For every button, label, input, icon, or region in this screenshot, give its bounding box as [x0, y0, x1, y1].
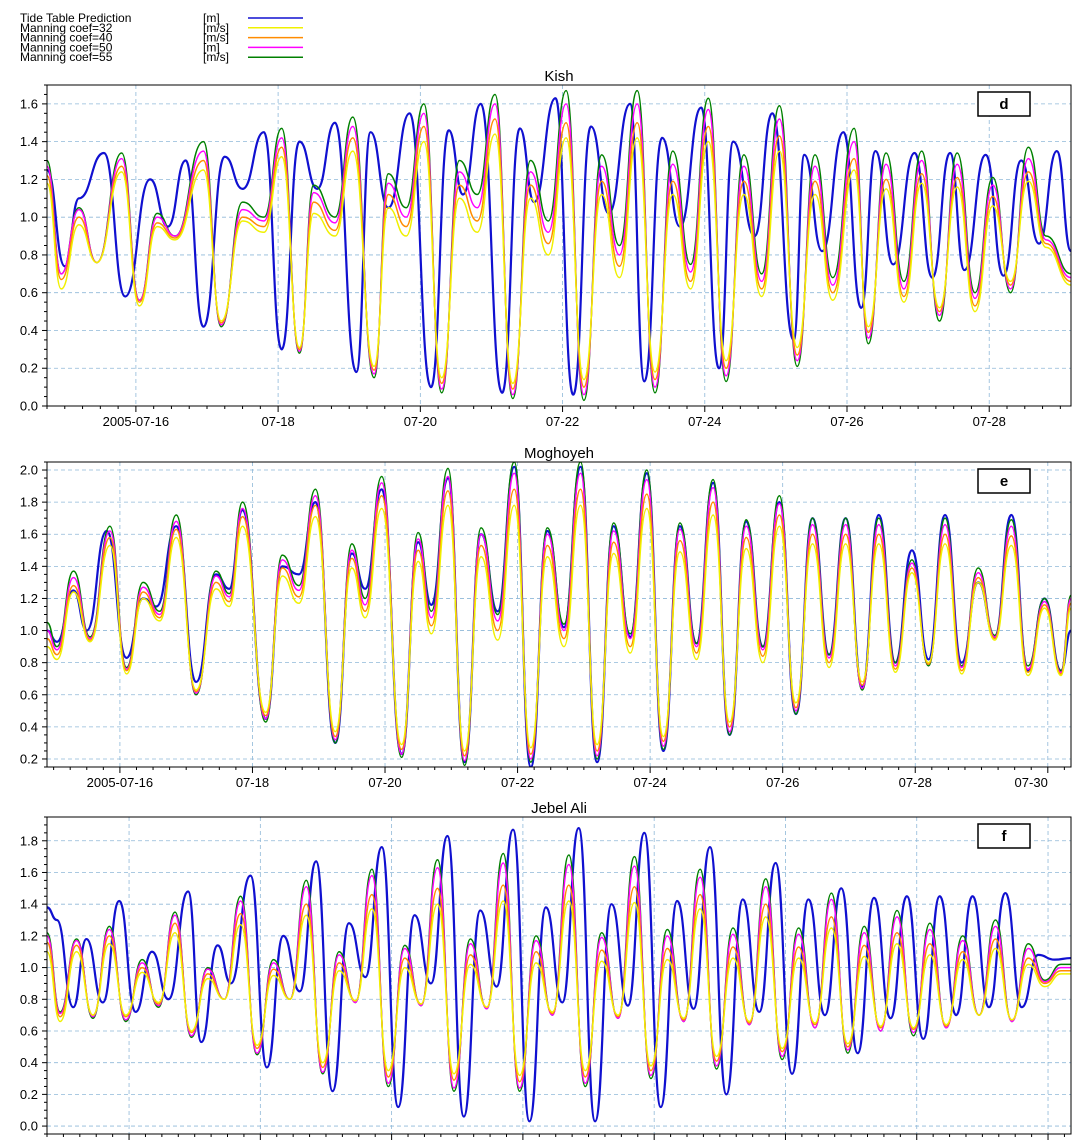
y-tick-label: 1.0 — [20, 623, 38, 638]
y-tick-label: 0.2 — [20, 751, 38, 766]
x-tick-label: 07-22 — [546, 414, 579, 429]
y-tick-label: 1.8 — [20, 495, 38, 510]
chart-title: Moghoyeh — [524, 445, 594, 462]
x-tick-label: 07-24 — [688, 414, 721, 429]
x-tick-label: 07-24 — [634, 775, 667, 790]
y-tick-label: 0.4 — [20, 323, 38, 338]
x-tick-label: 07-20 — [368, 775, 401, 790]
legend: Tide Table Prediction [m] Manning coef=32 [… — [20, 11, 303, 64]
y-tick-label: 2.0 — [20, 463, 38, 478]
panel-label-text: f — [1002, 828, 1008, 845]
y-tick-label: 1.0 — [20, 960, 38, 975]
y-tick-label: 0.2 — [20, 361, 38, 376]
y-tick-label: 0.6 — [20, 1023, 38, 1038]
series-line — [47, 103, 1071, 396]
x-tick-label: 2005-07-16 — [87, 775, 154, 790]
x-tick-label: 07-20 — [404, 414, 437, 429]
x-tick-label: 07-18 — [236, 775, 269, 790]
x-tick-label: 07-22 — [506, 1142, 539, 1145]
x-tick-label: 2005-07-16 — [96, 1142, 163, 1145]
legend-unit: [m] — [203, 11, 220, 25]
y-tick-label: 1.8 — [20, 833, 38, 848]
x-tick-label: 07-18 — [261, 414, 294, 429]
y-tick-label: 1.4 — [20, 559, 38, 574]
x-tick-label: 07-28 — [899, 775, 932, 790]
x-tick-label: 07-22 — [501, 775, 534, 790]
legend-unit: [m/s] — [203, 31, 229, 45]
chart-panel-2: 0.2 0.4 0.6 0.8 1.0 1.2 1.4 1.6 1.8 2.0 2005-07-16… — [20, 445, 1072, 790]
legend-item: Manning coef=32 [m/s] — [20, 21, 303, 35]
chart-panel-1: 0.0 0.2 0.4 0.6 0.8 1.0 1.2 1.4 1.6 2005-07-16 07-… — [20, 68, 1072, 429]
legend-label: Manning coef=32 — [20, 21, 113, 35]
y-tick-label: 1.2 — [20, 172, 38, 187]
legend-item: Manning coef=40 [m/s] — [20, 31, 303, 45]
chart-title: Kish — [544, 68, 573, 85]
y-tick-label: 1.2 — [20, 591, 38, 606]
y-tick-label: 1.6 — [20, 865, 38, 880]
x-tick-label: 07-30 — [1015, 1142, 1048, 1145]
y-tick-label: 0.6 — [20, 687, 38, 702]
legend-label: Manning coef=50 — [20, 40, 113, 54]
series-line — [47, 504, 1071, 752]
legend-item: Manning coef=50 [m] — [20, 40, 303, 54]
x-tick-label: 2005-07-16 — [103, 414, 170, 429]
x-tick-label: 07-30 — [1015, 775, 1048, 790]
legend-label: Manning coef=55 — [20, 50, 113, 64]
y-tick-label: 0.0 — [20, 1119, 38, 1134]
panel-label-box — [977, 823, 1031, 849]
y-tick-label: 1.0 — [20, 210, 38, 225]
x-tick-label: 07-26 — [769, 1142, 802, 1145]
y-tick-label: 0.4 — [20, 719, 38, 734]
x-tick-label: 07-28 — [900, 1142, 933, 1145]
x-tick-label: 07-24 — [638, 1142, 671, 1145]
y-tick-label: 0.6 — [20, 285, 38, 300]
legend-unit: [m/s] — [203, 50, 229, 64]
y-tick-label: 0.8 — [20, 655, 38, 670]
legend-unit: [m] — [203, 40, 220, 54]
panel-label-box — [977, 468, 1031, 494]
series-line — [47, 133, 1071, 385]
panel-label: f — [977, 823, 1031, 849]
series-line — [47, 118, 1071, 390]
panel-label-box — [977, 91, 1031, 117]
y-tick-label: 1.6 — [20, 96, 38, 111]
y-tick-label: 0.4 — [20, 1055, 38, 1070]
y-tick-label: 0.0 — [20, 399, 38, 414]
x-tick-label: 07-28 — [973, 414, 1006, 429]
legend-label: Manning coef=40 — [20, 31, 113, 45]
x-tick-label: 07-20 — [375, 1142, 408, 1145]
legend-unit: [m/s] — [203, 21, 229, 35]
y-tick-label: 1.6 — [20, 527, 38, 542]
y-tick-label: 1.4 — [20, 897, 38, 912]
legend-item: Tide Table Prediction [m] — [20, 11, 303, 25]
y-tick-label: 0.2 — [20, 1087, 38, 1102]
legend-label: Tide Table Prediction — [20, 11, 131, 25]
y-tick-label: 1.2 — [20, 928, 38, 943]
x-tick-label: 07-26 — [830, 414, 863, 429]
chart-title: Jebel Ali — [531, 800, 587, 817]
y-tick-label: 0.8 — [20, 247, 38, 262]
legend-item: Manning coef=55 [m/s] — [20, 50, 303, 64]
panel-label: d — [977, 91, 1031, 117]
x-tick-label: 07-26 — [766, 775, 799, 790]
y-tick-label: 0.8 — [20, 992, 38, 1007]
chart-panel-3: 0.0 0.2 0.4 0.6 0.8 1.0 1.2 1.4 1.6 1.8 2005-07-16… — [20, 800, 1072, 1145]
panel-label-text: d — [999, 96, 1008, 113]
y-tick-label: 1.4 — [20, 134, 38, 149]
panel-label-text: e — [1000, 473, 1008, 490]
panel-label: e — [977, 468, 1031, 494]
x-tick-label: 07-18 — [244, 1142, 277, 1145]
series-line — [47, 900, 1071, 1077]
